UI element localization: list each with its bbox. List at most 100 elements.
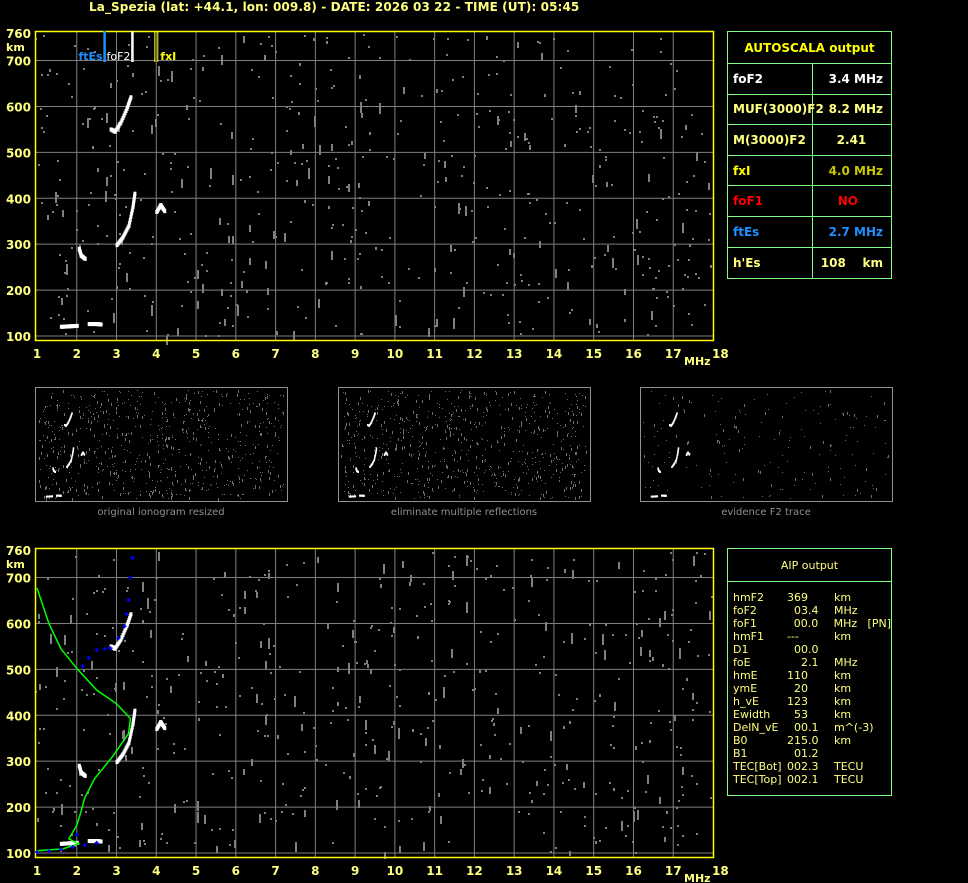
noise-dot [771,484,772,487]
aip-value: 002.1 [787,773,819,786]
noise-dot [769,496,770,497]
noise-dot [568,433,569,434]
noise-dot [391,406,392,407]
noise-dot [695,210,697,212]
noise-dot [380,584,382,588]
noise-dot [545,410,546,413]
echo-point [676,454,679,456]
noise-dot [128,399,129,400]
noise-dot [847,412,848,415]
noise-dot [136,498,137,499]
noise-dot [110,473,111,476]
noise-dot [169,469,170,470]
noise-dot [419,422,420,425]
noise-dot [668,265,670,267]
noise-dot [459,416,460,417]
noise-dot [246,290,248,293]
noise-dot [59,439,60,440]
noise-dot [574,482,575,483]
noise-dot [108,845,110,852]
noise-dot [355,641,357,643]
noise-dot [686,467,687,468]
noise-dot [104,425,105,428]
noise-dot [743,478,744,481]
noise-dot [709,213,711,215]
noise-dot [359,77,361,79]
noise-dot [128,44,130,46]
noise-dot [494,734,496,736]
noise-dot [621,797,623,799]
noise-dot [629,132,631,134]
noise-dot [511,403,512,406]
noise-dot [175,471,176,472]
noise-dot [50,317,52,319]
noise-dot [98,575,100,577]
noise-dot [135,407,136,410]
noise-dot [435,465,436,466]
aip-param: B0 [733,734,748,747]
noise-dot [692,693,694,700]
noise-dot [428,466,429,469]
aip-unit [834,643,868,656]
noise-dot [204,815,206,824]
noise-dot [683,409,684,410]
echo-point [119,120,123,125]
noise-dot [56,204,58,206]
noise-dot [506,282,508,284]
noise-dot [115,455,116,456]
noise-dot [539,428,540,431]
noise-dot [572,411,573,412]
aip-value: 00.0 [786,617,819,630]
noise-dot [466,602,468,613]
noise-dot [45,422,46,425]
noise-dot [284,694,286,696]
noise-dot [399,705,401,707]
noise-dot [522,451,523,452]
noise-dot [614,120,616,122]
noise-dot [222,674,224,678]
echo-point [68,419,71,421]
noise-dot [137,390,138,391]
noise-dot [819,454,820,455]
noise-dot [669,457,670,458]
thumbnail-0 [35,387,288,502]
noise-dot [266,456,267,457]
noise-dot [140,425,141,428]
noise-dot [240,460,241,461]
noise-dot [535,457,536,458]
noise-dot [337,583,339,592]
noise-dot [566,202,568,204]
noise-dot [359,421,360,422]
noise-dot [56,792,58,794]
noise-dot [568,779,570,781]
noise-dot [463,287,465,297]
x-axis-unit: MHz [684,872,711,883]
noise-dot [535,420,536,421]
noise-dot [388,463,389,464]
noise-dot [540,468,541,469]
noise-dot [81,794,83,796]
noise-dot [678,404,679,407]
noise-dot [782,472,783,473]
noise-dot [233,614,235,617]
noise-dot [45,792,47,794]
noise-dot [365,732,367,734]
noise-dot [231,777,233,779]
noise-dot [183,421,184,424]
noise-dot [359,696,361,703]
noise-dot [482,425,483,426]
noise-dot [846,435,847,436]
noise-dot [106,177,108,186]
noise-dot [427,417,428,418]
noise-dot [249,398,250,399]
noise-dot [388,448,389,449]
noise-dot [631,49,633,51]
noise-dot [357,793,359,795]
noise-dot [561,441,562,442]
noise-dot [566,764,568,770]
noise-dot [451,155,453,157]
noise-dot [721,398,722,399]
noise-dot [411,818,413,820]
noise-dot [517,42,519,48]
